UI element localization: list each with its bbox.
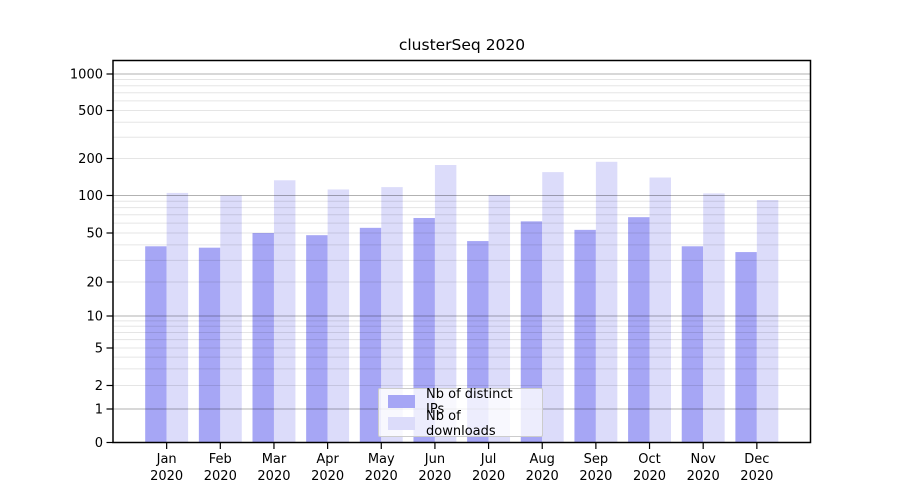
x-tick-label-month: Jul — [480, 452, 497, 467]
x-tick-label-month: Mar — [262, 452, 287, 467]
bar-jan-ips — [145, 246, 167, 443]
x-tick-label-year: 2020 — [740, 469, 773, 484]
bar-feb-downloads — [220, 195, 242, 443]
y-tick-label: 2 — [95, 379, 103, 394]
y-tick-label: 500 — [78, 104, 103, 119]
bar-apr-downloads — [327, 189, 350, 443]
legend-label-distinct-ips: Nb of distinct IPs — [426, 386, 513, 417]
x-tick-label-year: 2020 — [418, 469, 451, 484]
x-tick-label-month: Nov — [691, 452, 717, 467]
bar-jun-ips — [413, 217, 435, 443]
x-tick-label-month: Oct — [638, 452, 660, 467]
bars-downloads — [166, 161, 779, 443]
bar-mar-downloads — [273, 180, 296, 443]
bar-jun-downloads — [434, 165, 457, 443]
x-tick-label-year: 2020 — [526, 469, 559, 484]
bar-sep-downloads — [595, 161, 618, 443]
bar-mar-ips — [252, 233, 274, 443]
x-axis: Jan 2020 Feb 2020 Mar 2020 Apr 2020 May 2020 Jun 20… — [150, 442, 773, 484]
gridlines — [113, 73, 811, 410]
plot-border — [112, 59, 812, 444]
y-tick-label: 100 — [78, 189, 103, 204]
y-tick-label: 10 — [86, 310, 103, 325]
bar-oct-downloads — [649, 177, 671, 443]
x-tick-label-year: 2020 — [365, 469, 398, 484]
x-tick-label-month: Feb — [209, 452, 232, 467]
chart-title: clusterSeq 2020 — [398, 36, 526, 54]
bar-dec-ips — [735, 252, 757, 443]
x-tick-label-year: 2020 — [257, 469, 290, 484]
x-tick-label-year: 2020 — [579, 469, 612, 484]
bar-jan-downloads — [166, 192, 189, 443]
x-tick-label-year: 2020 — [687, 469, 720, 484]
x-tick-label-month: Dec — [744, 452, 769, 467]
x-tick-label-year: 2020 — [633, 469, 666, 484]
bar-sep-ips — [574, 229, 596, 443]
x-tick-label-month: Sep — [584, 452, 609, 467]
bar-may-downloads — [381, 187, 403, 443]
bar-nov-ips — [681, 246, 704, 443]
y-tick-label: 1000 — [70, 68, 103, 83]
bar-may-ips — [359, 227, 382, 443]
bar-dec-downloads — [756, 200, 779, 443]
bar-oct-ips — [628, 217, 650, 443]
y-tick-label: 200 — [78, 152, 103, 167]
x-tick-label-month: Jun — [424, 452, 445, 467]
x-tick-label-month: May — [368, 452, 395, 467]
bar-jul-downloads — [488, 194, 511, 443]
y-tick-label: 20 — [86, 276, 103, 291]
x-tick-label-year: 2020 — [150, 469, 183, 484]
bar-apr-ips — [306, 235, 328, 443]
y-tick-label: 5 — [95, 342, 103, 357]
y-tick-label: 0 — [95, 436, 103, 451]
bar-aug-downloads — [542, 172, 564, 443]
legend: Nb of distinct IPs Nb of downloads — [378, 387, 543, 439]
x-tick-label-year: 2020 — [204, 469, 237, 484]
y-tick-label: 50 — [86, 227, 103, 242]
bar-feb-ips — [198, 247, 221, 443]
x-tick-label-month: Jan — [156, 452, 177, 467]
legend-label-downloads: Nb of downloads — [426, 408, 496, 439]
x-tick-label-month: Apr — [316, 452, 339, 467]
legend-item-distinct-ips: Nb of distinct IPs — [388, 387, 533, 417]
legend-item-downloads: Nb of downloads — [388, 409, 533, 439]
bar-aug-ips — [520, 221, 543, 443]
x-tick-label-year: 2020 — [311, 469, 344, 484]
x-tick-label-year: 2020 — [472, 469, 505, 484]
bar-nov-downloads — [703, 193, 725, 443]
y-tick-label: 1 — [95, 403, 103, 418]
y-axis: 0 1 2 5 10 20 50 100 200 500 1000 — [70, 68, 113, 451]
legend-swatch-downloads — [388, 417, 415, 430]
legend-swatch-distinct-ips — [388, 395, 415, 408]
x-tick-label-month: Aug — [530, 452, 555, 467]
